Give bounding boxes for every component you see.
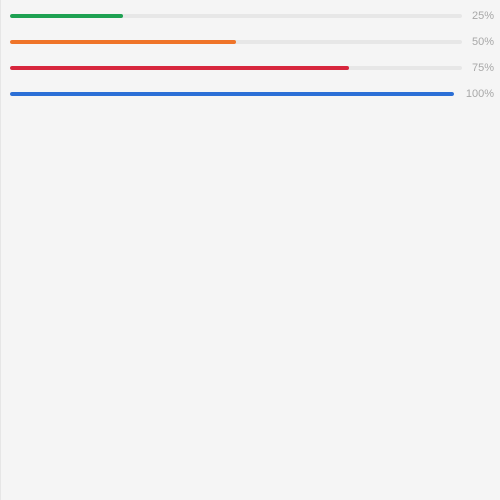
progress-fill [10,40,236,44]
progress-fill [10,92,454,96]
progress-label: 100% [465,88,494,100]
progress-track [10,14,462,18]
progress-label: 75% [471,62,494,74]
progress-track [10,40,462,44]
progress-bar-100: 100% [10,87,494,113]
progress-bar-25: 25% [10,9,494,35]
progress-bar-list: 25% 50% 75% 100% [10,9,494,113]
progress-bar-50: 50% [10,35,494,61]
progress-bar-75: 75% [10,61,494,87]
progress-fill [10,14,123,18]
progress-label: 50% [471,36,494,48]
progress-track [10,66,462,70]
progress-track [10,92,454,96]
progress-label: 25% [471,10,494,22]
progress-fill [10,66,349,70]
